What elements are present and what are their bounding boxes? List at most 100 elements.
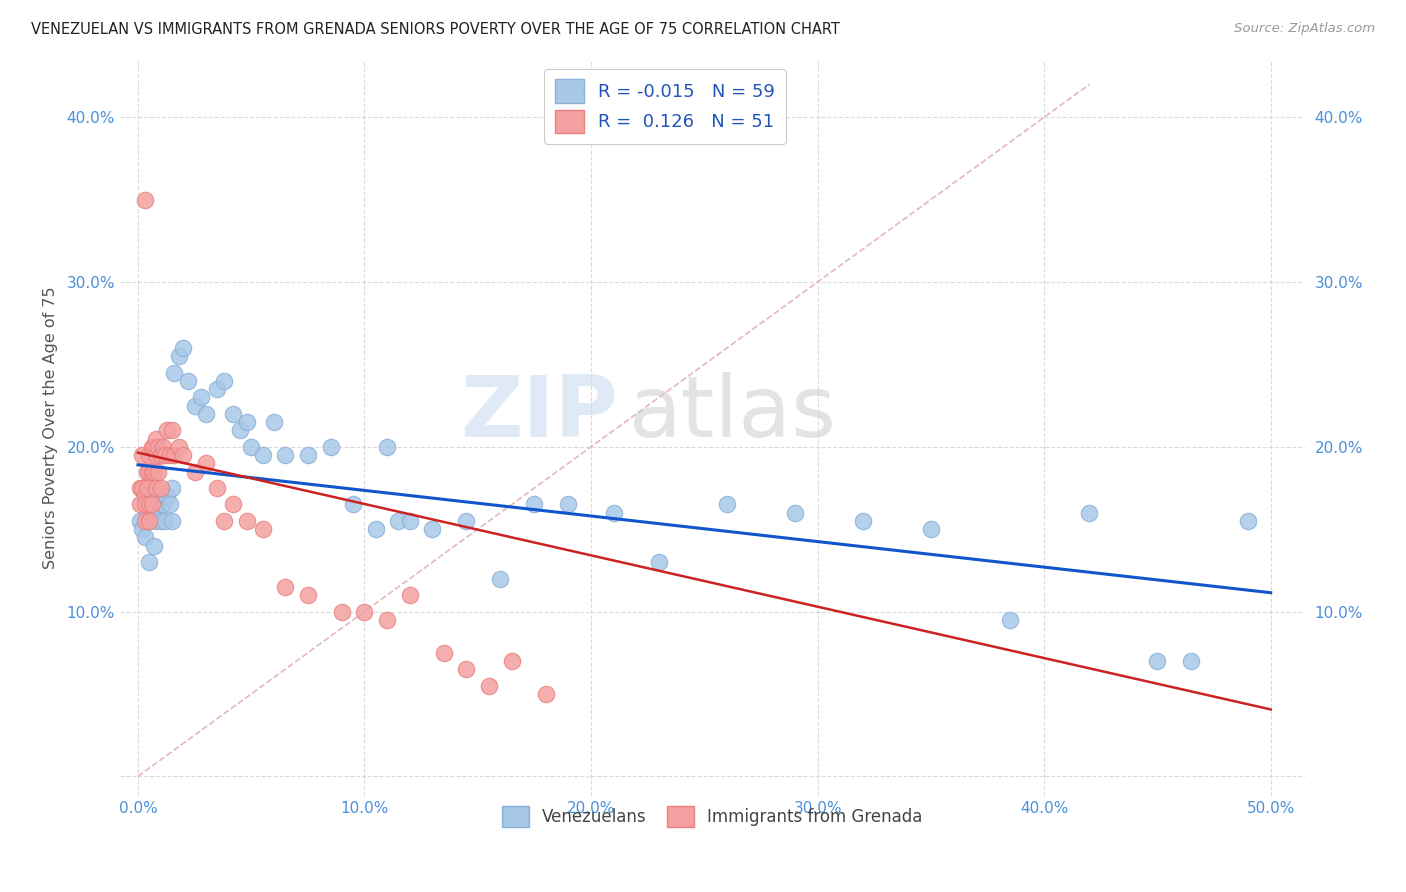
Point	[160, 514, 183, 528]
Point	[129, 514, 152, 528]
Point	[478, 679, 501, 693]
Point	[149, 481, 172, 495]
Point	[172, 341, 194, 355]
Point	[222, 407, 245, 421]
Point	[456, 662, 478, 676]
Point	[240, 440, 263, 454]
Point	[1146, 654, 1168, 668]
Point	[212, 374, 235, 388]
Point	[489, 572, 512, 586]
Point	[274, 448, 297, 462]
Point	[998, 613, 1021, 627]
Point	[534, 687, 557, 701]
Point	[141, 498, 163, 512]
Point	[145, 481, 167, 495]
Point	[145, 448, 167, 462]
Point	[156, 489, 179, 503]
Point	[129, 481, 152, 495]
Point	[557, 498, 579, 512]
Point	[375, 440, 398, 454]
Point	[274, 580, 297, 594]
Point	[167, 440, 190, 454]
Point	[134, 489, 156, 503]
Point	[235, 514, 257, 528]
Point	[149, 514, 172, 528]
Point	[194, 456, 217, 470]
Point	[229, 423, 252, 437]
Point	[160, 423, 183, 437]
Point	[172, 448, 194, 462]
Point	[136, 506, 159, 520]
Point	[330, 605, 353, 619]
Point	[364, 522, 387, 536]
Point	[138, 514, 160, 528]
Point	[167, 349, 190, 363]
Point	[134, 498, 156, 512]
Point	[148, 489, 170, 503]
Point	[153, 489, 176, 503]
Point	[148, 465, 170, 479]
Point	[152, 498, 174, 512]
Point	[141, 440, 163, 454]
Point	[375, 613, 398, 627]
Point	[1180, 654, 1202, 668]
Point	[153, 514, 176, 528]
Point	[138, 514, 160, 528]
Point	[183, 399, 205, 413]
Point	[207, 382, 229, 396]
Text: Source: ZipAtlas.com: Source: ZipAtlas.com	[1234, 22, 1375, 36]
Point	[138, 465, 160, 479]
Point	[422, 522, 444, 536]
Point	[142, 539, 165, 553]
Point	[297, 588, 319, 602]
Point	[136, 481, 159, 495]
Point	[319, 440, 342, 454]
Point	[138, 555, 160, 569]
Point	[1078, 506, 1101, 520]
Point	[783, 506, 806, 520]
Point	[190, 390, 212, 404]
Point	[148, 440, 170, 454]
Point	[212, 514, 235, 528]
Point	[159, 498, 181, 512]
Point	[134, 193, 156, 207]
Y-axis label: Seniors Poverty Over the Age of 75: Seniors Poverty Over the Age of 75	[44, 286, 58, 569]
Text: atlas: atlas	[630, 372, 838, 455]
Point	[142, 465, 165, 479]
Point	[138, 448, 160, 462]
Point	[716, 498, 738, 512]
Point	[183, 465, 205, 479]
Point	[207, 481, 229, 495]
Point	[252, 448, 274, 462]
Point	[134, 514, 156, 528]
Point	[131, 448, 153, 462]
Point	[141, 506, 163, 520]
Point	[129, 498, 152, 512]
Point	[142, 440, 165, 454]
Point	[163, 366, 186, 380]
Point	[160, 481, 183, 495]
Point	[159, 448, 181, 462]
Point	[235, 415, 257, 429]
Text: VENEZUELAN VS IMMIGRANTS FROM GRENADA SENIORS POVERTY OVER THE AGE OF 75 CORRELA: VENEZUELAN VS IMMIGRANTS FROM GRENADA SE…	[31, 22, 839, 37]
Point	[523, 498, 546, 512]
Point	[141, 465, 163, 479]
Point	[153, 448, 176, 462]
Point	[297, 448, 319, 462]
Point	[149, 498, 172, 512]
Point	[648, 555, 671, 569]
Point	[145, 514, 167, 528]
Point	[387, 514, 409, 528]
Point	[353, 605, 375, 619]
Point	[342, 498, 364, 512]
Point	[222, 498, 245, 512]
Point	[433, 646, 456, 660]
Point	[134, 530, 156, 544]
Point	[602, 506, 624, 520]
Point	[398, 588, 420, 602]
Point	[252, 522, 274, 536]
Point	[456, 514, 478, 528]
Point	[148, 506, 170, 520]
Text: ZIP: ZIP	[460, 372, 617, 455]
Point	[131, 481, 153, 495]
